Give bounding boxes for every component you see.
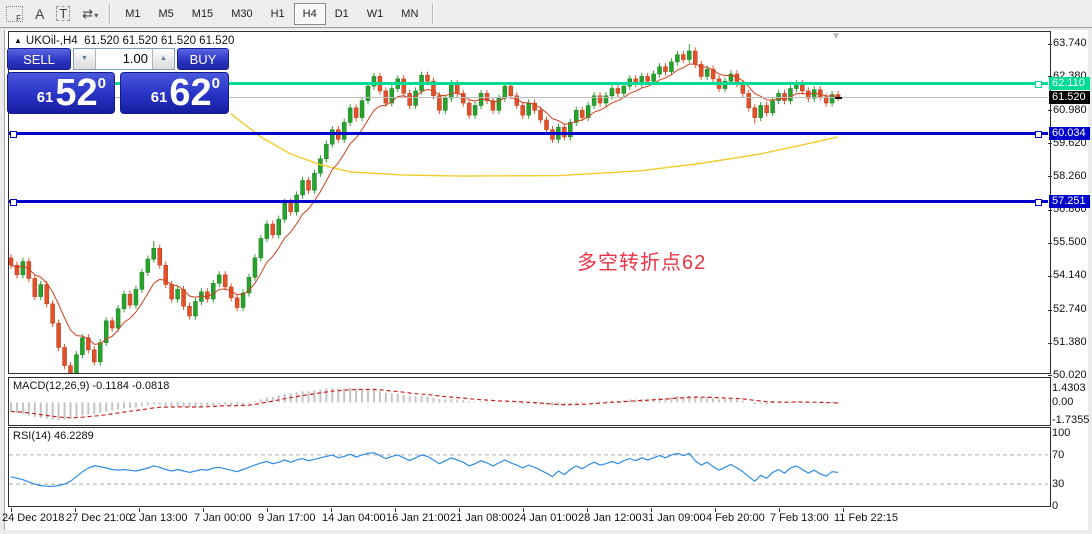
buy-price-whole: 61 [150,89,168,106]
tab-timeframe-M1[interactable]: M1 [125,7,141,20]
tab-timeframe-W1[interactable]: W1 [366,7,384,20]
dropdown-caret-icon[interactable]: ▾ [94,11,99,20]
buy-button[interactable]: BUY [177,48,229,70]
rsi-canvas[interactable] [9,428,1048,506]
macd-pane[interactable]: MACD(12,26,9) -0.1184 -0.0818 [8,377,1051,426]
line-handle[interactable] [1035,80,1042,88]
line-handle[interactable] [1035,198,1042,206]
symbol-name: UKOil-,H4 [25,35,78,47]
sell-price-pips: 52 [55,72,98,114]
chart-shift-marker-icon[interactable]: ▼ [831,31,841,42]
top-toolbar: F A T ⇄▾ M1 M5 M15 M30 H1 H4 D1 W1 MN [0,0,1092,28]
text-label-icon[interactable]: T [56,6,71,21]
tab-timeframe-H1[interactable]: H1 [270,7,285,20]
cycle-lines-icon[interactable]: ⇄▾ [82,6,99,21]
tab-timeframe-M5[interactable]: M5 [158,7,174,20]
current-price-dash [835,96,842,99]
volume-stepper: ▼ 1.00 ▲ [73,48,175,70]
horizontal-line-61.52[interactable] [9,97,1048,99]
tab-timeframe-M15[interactable]: M15 [191,7,214,20]
chart-text-annotation[interactable]: 多空转折点62 [577,252,707,274]
line-handle[interactable] [10,131,17,139]
buy-price-tile[interactable]: 61 62 0 [120,72,229,114]
collapse-arrow-icon[interactable]: ▲ [14,36,22,45]
macd-canvas[interactable] [9,378,1048,425]
volume-input[interactable]: 1.00 [122,51,148,66]
volume-increase-button[interactable]: ▲ [152,49,174,69]
effects-grid-icon[interactable]: F [6,5,23,22]
sell-button[interactable]: SELL [7,48,71,70]
price-pane[interactable]: ▼ [8,31,1051,374]
tab-timeframe-MN[interactable]: MN [401,7,419,20]
buy-price-fraction: 0 [211,75,220,92]
sell-price-tile[interactable]: 61 52 0 [7,72,115,114]
sell-price-whole: 61 [36,89,54,106]
tab-timeframe-H4[interactable]: H4 [293,2,326,25]
rsi-pane[interactable]: RSI(14) 46.2289 [8,427,1051,507]
rsi-label: RSI(14) 46.2289 [13,430,94,442]
volume-decrease-button[interactable]: ▼ [74,49,96,69]
timeframe-group: M1 M5 M15 M30 H1 H4 D1 W1 MN [116,2,427,25]
toolbar-separator [109,3,112,24]
sell-price-fraction: 0 [97,75,106,92]
chart-title[interactable]: ▲ UKOil-,H4 61.520 61.520 61.520 61.520 [14,35,234,47]
line-handle[interactable] [1035,131,1042,139]
buy-price-pips: 62 [169,72,212,114]
ohlc-quotes: 61.520 61.520 61.520 61.520 [84,35,235,47]
tab-timeframe-D1[interactable]: D1 [334,7,349,20]
line-handle[interactable] [10,198,17,206]
toolbar-separator [432,3,435,24]
macd-label: MACD(12,26,9) -0.1184 -0.0818 [13,380,170,392]
horizontal-line-62.11[interactable] [9,81,1048,85]
one-click-trading-panel: SELL ▼ 1.00 ▲ BUY 61 52 0 61 62 0 [7,47,229,114]
tab-timeframe-M30[interactable]: M30 [231,7,253,20]
chart-window: ▼ MACD(12,26,9) -0.1184 -0.0818 RSI(14) … [4,30,1088,530]
horizontal-line-57.251[interactable] [9,199,1048,203]
text-annotation-icon[interactable]: A [35,5,45,22]
horizontal-line-60.034[interactable] [9,132,1048,136]
